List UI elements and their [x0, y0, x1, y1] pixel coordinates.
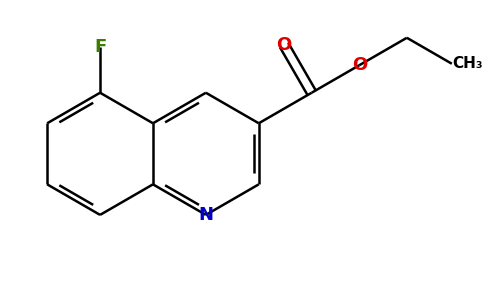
Text: O: O [352, 56, 367, 74]
Text: F: F [94, 38, 106, 56]
Text: CH₃: CH₃ [452, 56, 483, 71]
Text: O: O [276, 36, 292, 54]
Text: N: N [198, 206, 213, 224]
